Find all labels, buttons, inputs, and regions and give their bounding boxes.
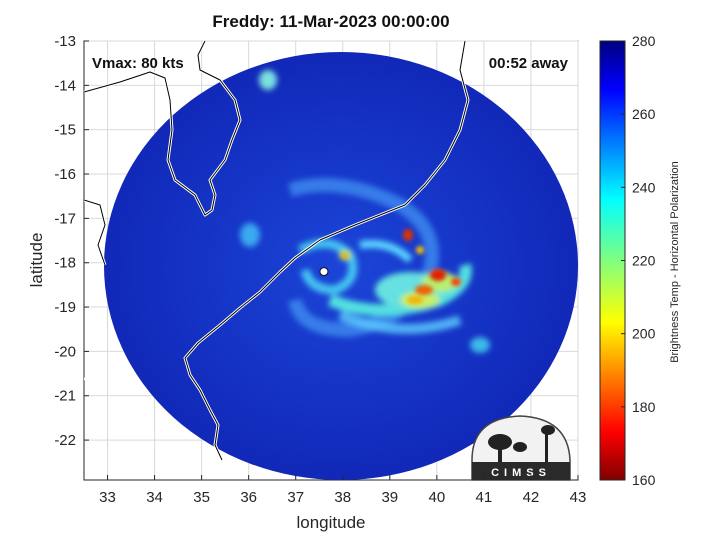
- x-tick-label: 38: [334, 489, 351, 506]
- x-tick-label: 39: [381, 489, 398, 506]
- swath-disc: [104, 52, 578, 480]
- y-tick-label: -15: [54, 122, 76, 139]
- y-tick-label: -22: [54, 432, 76, 449]
- y-tick-label: -19: [54, 299, 76, 316]
- x-tick-label: 35: [193, 489, 210, 506]
- y-tick-label: -21: [54, 388, 76, 405]
- colorbar-tick-label: 280: [632, 33, 656, 49]
- x-tick-label: 33: [99, 489, 116, 506]
- colorbar: [599, 40, 626, 481]
- storm-center-marker: [319, 267, 329, 277]
- colorbar-tick-label: 200: [632, 326, 656, 342]
- logo-text: CIMSS: [491, 467, 551, 479]
- vmax-annotation: Vmax: 80 kts: [92, 55, 184, 72]
- y-tick-label: -13: [54, 33, 76, 50]
- x-tick-label: 36: [240, 489, 257, 506]
- x-tick-label: 43: [570, 489, 587, 506]
- colorbar-ticks: 280 260 240 220 200 180 160: [621, 33, 656, 488]
- time-away-annotation: 00:52 away: [489, 55, 569, 72]
- colorbar-tick-label: 220: [632, 253, 656, 269]
- y-tick-label: -17: [54, 210, 76, 227]
- x-axis-label: longitude: [296, 513, 365, 532]
- chart-title: Freddy: 11-Mar-2023 00:00:00: [212, 12, 450, 31]
- convective-cells: [342, 229, 461, 304]
- x-tick-label: 42: [523, 489, 540, 506]
- colorbar-tick-label: 180: [632, 399, 656, 415]
- coastline-outline: [84, 41, 469, 461]
- colorbar-tick-label: 240: [632, 179, 656, 195]
- y-axis: -13 -14 -15 -16 -17 -18 -19 -20 -21 -22: [54, 33, 89, 449]
- colorbar-label: Brightness Temp - Horizontal Polarizatio…: [669, 161, 681, 363]
- colorbar-tick-label: 260: [632, 106, 656, 122]
- x-tick-label: 40: [429, 489, 446, 506]
- y-tick-label: -18: [54, 255, 76, 272]
- cimss-logo: CIMSS: [471, 415, 571, 481]
- swath-image: [84, 41, 578, 480]
- tower-icon: [545, 432, 548, 462]
- rainbands: [240, 70, 490, 353]
- y-axis-label: latitude: [27, 233, 46, 288]
- x-tick-label: 37: [287, 489, 304, 506]
- y-tick-label: -16: [54, 166, 76, 183]
- satellite-dish-icon: [488, 434, 512, 450]
- x-tick-label: 41: [476, 489, 493, 506]
- y-tick-label: -20: [54, 343, 76, 360]
- x-tick-label: 34: [146, 489, 163, 506]
- x-axis: 33 34 35 36 37 38 39 40 41 42 43: [99, 475, 586, 506]
- y-tick-label: -14: [54, 77, 76, 94]
- colorbar-tick-label: 160: [632, 472, 656, 488]
